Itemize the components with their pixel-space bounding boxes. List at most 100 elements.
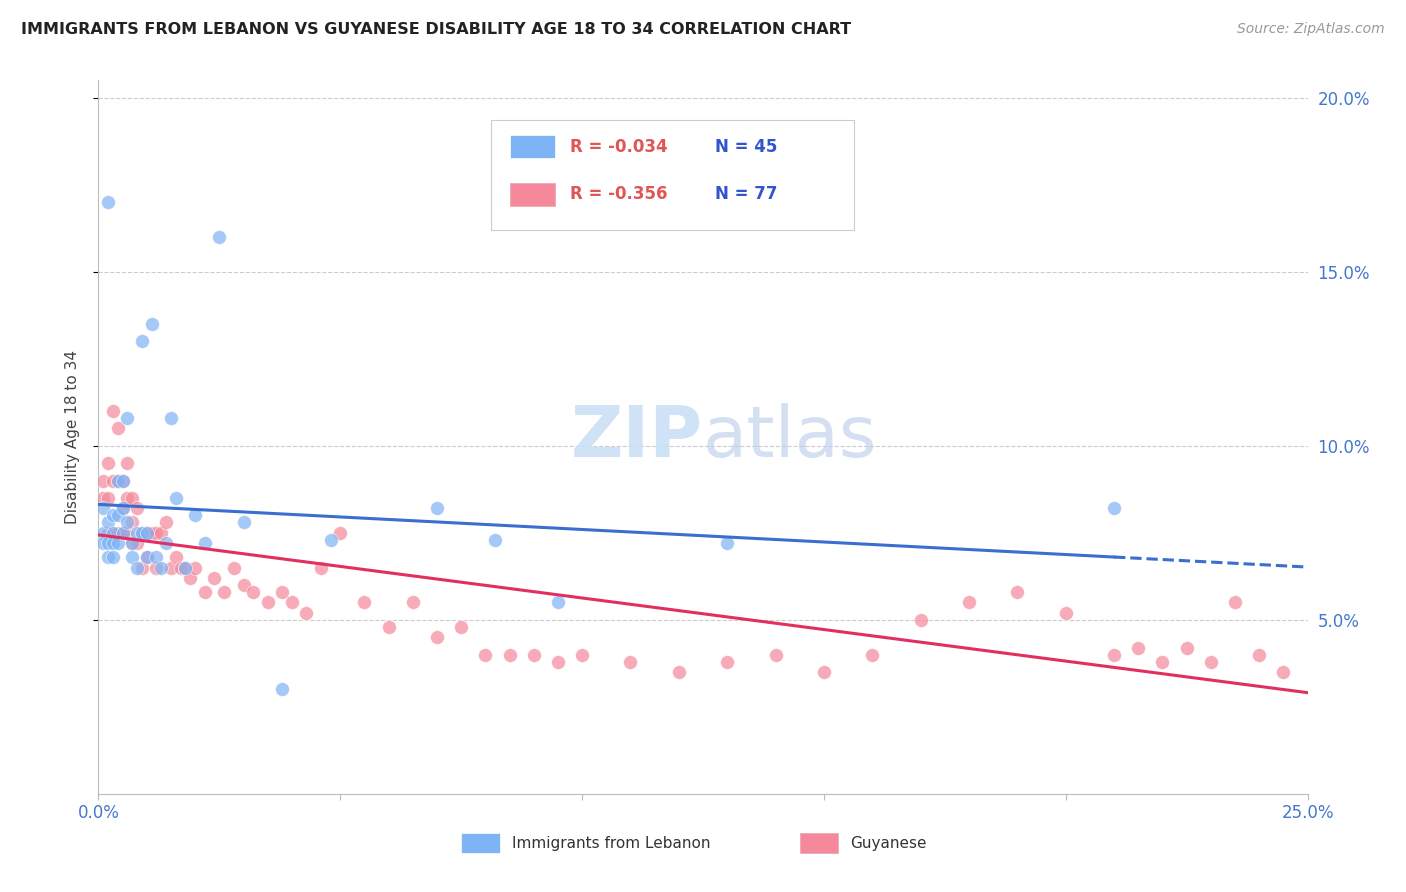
Point: [91, 474, 114, 488]
Point: [131, 560, 153, 574]
Point: [121, 536, 143, 550]
Point: [1102, 501, 1125, 516]
Point: [169, 560, 191, 574]
Point: [91, 536, 114, 550]
Point: [232, 516, 254, 530]
Point: [426, 630, 449, 644]
Text: Immigrants from Lebanon: Immigrants from Lebanon: [512, 836, 710, 851]
Point: [174, 560, 197, 574]
Point: [121, 491, 143, 505]
Point: [498, 648, 520, 662]
Point: [271, 682, 294, 697]
Point: [135, 525, 157, 540]
Point: [523, 648, 546, 662]
Point: [160, 560, 183, 574]
Point: [131, 525, 153, 540]
Point: [121, 516, 143, 530]
Point: [222, 560, 245, 574]
Point: [131, 525, 153, 540]
Point: [101, 525, 124, 540]
Point: [957, 595, 980, 609]
Point: [377, 620, 399, 634]
Bar: [509, 136, 555, 158]
Point: [111, 501, 134, 516]
Point: [150, 525, 173, 540]
Point: [117, 516, 139, 530]
Point: [135, 550, 157, 565]
Point: [1007, 585, 1029, 599]
Text: atlas: atlas: [703, 402, 877, 472]
Point: [117, 525, 139, 540]
Point: [107, 421, 129, 435]
Point: [165, 550, 187, 565]
Point: [101, 536, 124, 550]
Point: [117, 491, 139, 505]
Point: [179, 571, 201, 585]
Point: [1199, 655, 1222, 669]
Point: [474, 648, 496, 662]
Point: [204, 571, 226, 585]
Y-axis label: Disability Age 18 to 34: Disability Age 18 to 34: [65, 350, 80, 524]
Point: [194, 585, 217, 599]
Point: [1128, 640, 1150, 655]
Point: [716, 536, 738, 550]
Point: [309, 560, 332, 574]
Point: [860, 648, 883, 662]
Point: [91, 501, 114, 516]
Point: [141, 317, 163, 331]
Point: [160, 411, 183, 425]
Point: [101, 404, 124, 418]
Point: [165, 491, 187, 505]
Point: [1152, 655, 1174, 669]
Point: [319, 533, 342, 547]
Point: [111, 474, 134, 488]
Point: [155, 516, 177, 530]
Bar: [461, 833, 501, 853]
Point: [150, 560, 173, 574]
FancyBboxPatch shape: [492, 120, 855, 230]
Point: [619, 655, 641, 669]
Point: [97, 456, 120, 470]
Point: [402, 595, 425, 609]
Point: [91, 525, 114, 540]
Point: [101, 508, 124, 523]
Point: [111, 525, 134, 540]
Point: [353, 595, 375, 609]
Point: [107, 474, 129, 488]
Point: [155, 536, 177, 550]
Point: [426, 501, 449, 516]
Point: [127, 560, 149, 574]
Point: [668, 665, 690, 679]
Point: [97, 491, 120, 505]
Point: [145, 560, 167, 574]
Point: [97, 195, 120, 210]
Point: [212, 585, 235, 599]
Point: [450, 620, 472, 634]
Point: [547, 655, 569, 669]
Point: [145, 525, 167, 540]
Point: [547, 595, 569, 609]
Point: [813, 665, 835, 679]
Point: [107, 525, 129, 540]
Bar: [509, 183, 555, 206]
Point: [910, 613, 932, 627]
Point: [121, 536, 143, 550]
Point: [135, 550, 157, 565]
Point: [111, 474, 134, 488]
Point: [256, 595, 278, 609]
Point: [242, 585, 264, 599]
Point: [107, 508, 129, 523]
Point: [107, 474, 129, 488]
Point: [117, 411, 139, 425]
Point: [97, 550, 120, 565]
Point: [127, 501, 149, 516]
Point: [208, 230, 231, 244]
Point: [1175, 640, 1198, 655]
Point: [101, 525, 124, 540]
Point: [97, 516, 120, 530]
Point: [329, 525, 352, 540]
Point: [111, 501, 134, 516]
Point: [281, 595, 304, 609]
Text: R = -0.356: R = -0.356: [569, 186, 668, 203]
Text: Guyanese: Guyanese: [851, 836, 927, 851]
